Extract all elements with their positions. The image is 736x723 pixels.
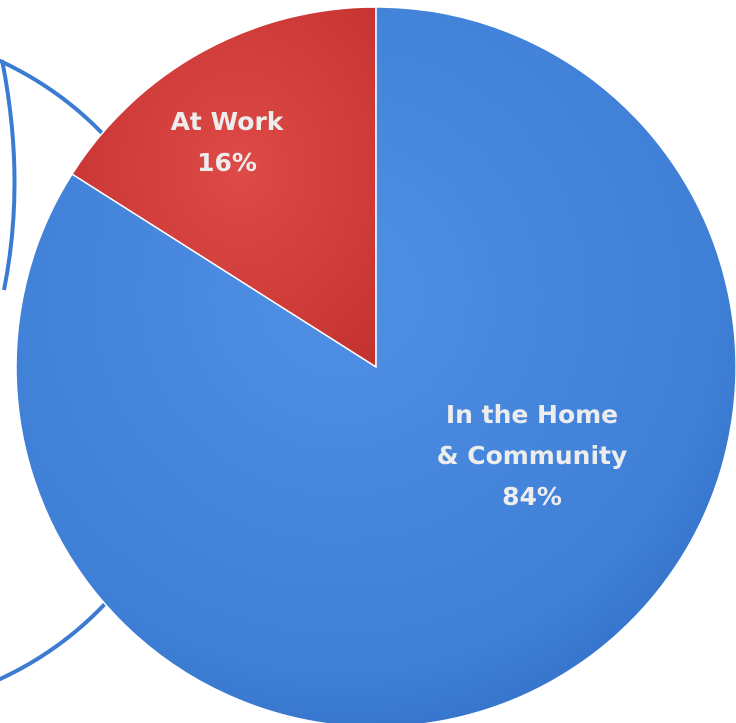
pie-slice-in-the-home-community (15, 6, 736, 723)
pie-slices (15, 6, 736, 723)
pie-data-label-line: & Community (437, 441, 628, 470)
pie-data-label-line: 16% (197, 148, 257, 177)
pie-labels: At Work 16% In the Home & Community 84% (171, 107, 628, 511)
pie-slice-at-work (71, 6, 377, 369)
pie-data-label-line: At Work (171, 107, 285, 136)
pie-data-label: In the Home & Community 84% (437, 400, 628, 511)
pie-data-label-line: In the Home (446, 400, 618, 429)
pie-data-label: At Work 16% (171, 107, 285, 177)
pie-data-label-line: 84% (502, 482, 562, 511)
left-circle-outline-arc (0, 59, 17, 291)
